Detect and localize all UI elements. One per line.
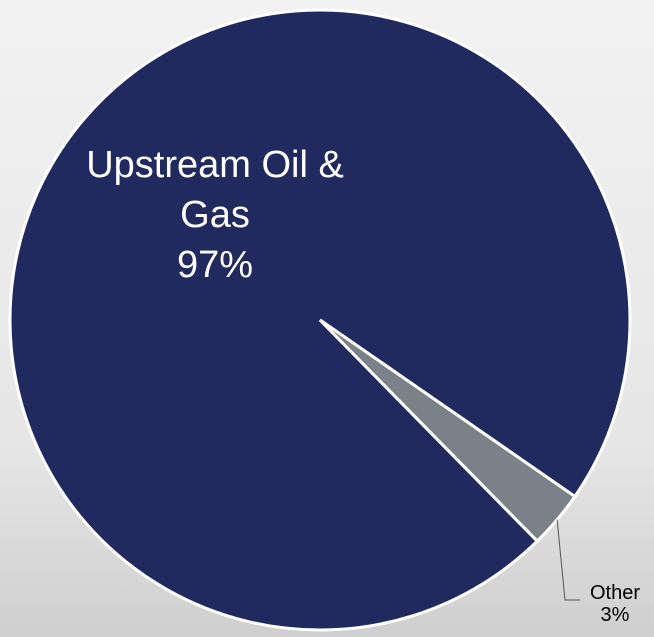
label-box: Other 3% (576, 582, 654, 626)
leader-line (556, 519, 580, 601)
slice-category: Other (589, 582, 641, 604)
slice-value: 97% (176, 244, 254, 286)
slice-value: 3% (600, 604, 630, 626)
slice-category: Upstream Oil & Gas (86, 144, 344, 236)
slice-label: Upstream Oil & Gas 97% (80, 140, 350, 290)
label-box: Upstream Oil & Gas 97% (80, 140, 350, 290)
